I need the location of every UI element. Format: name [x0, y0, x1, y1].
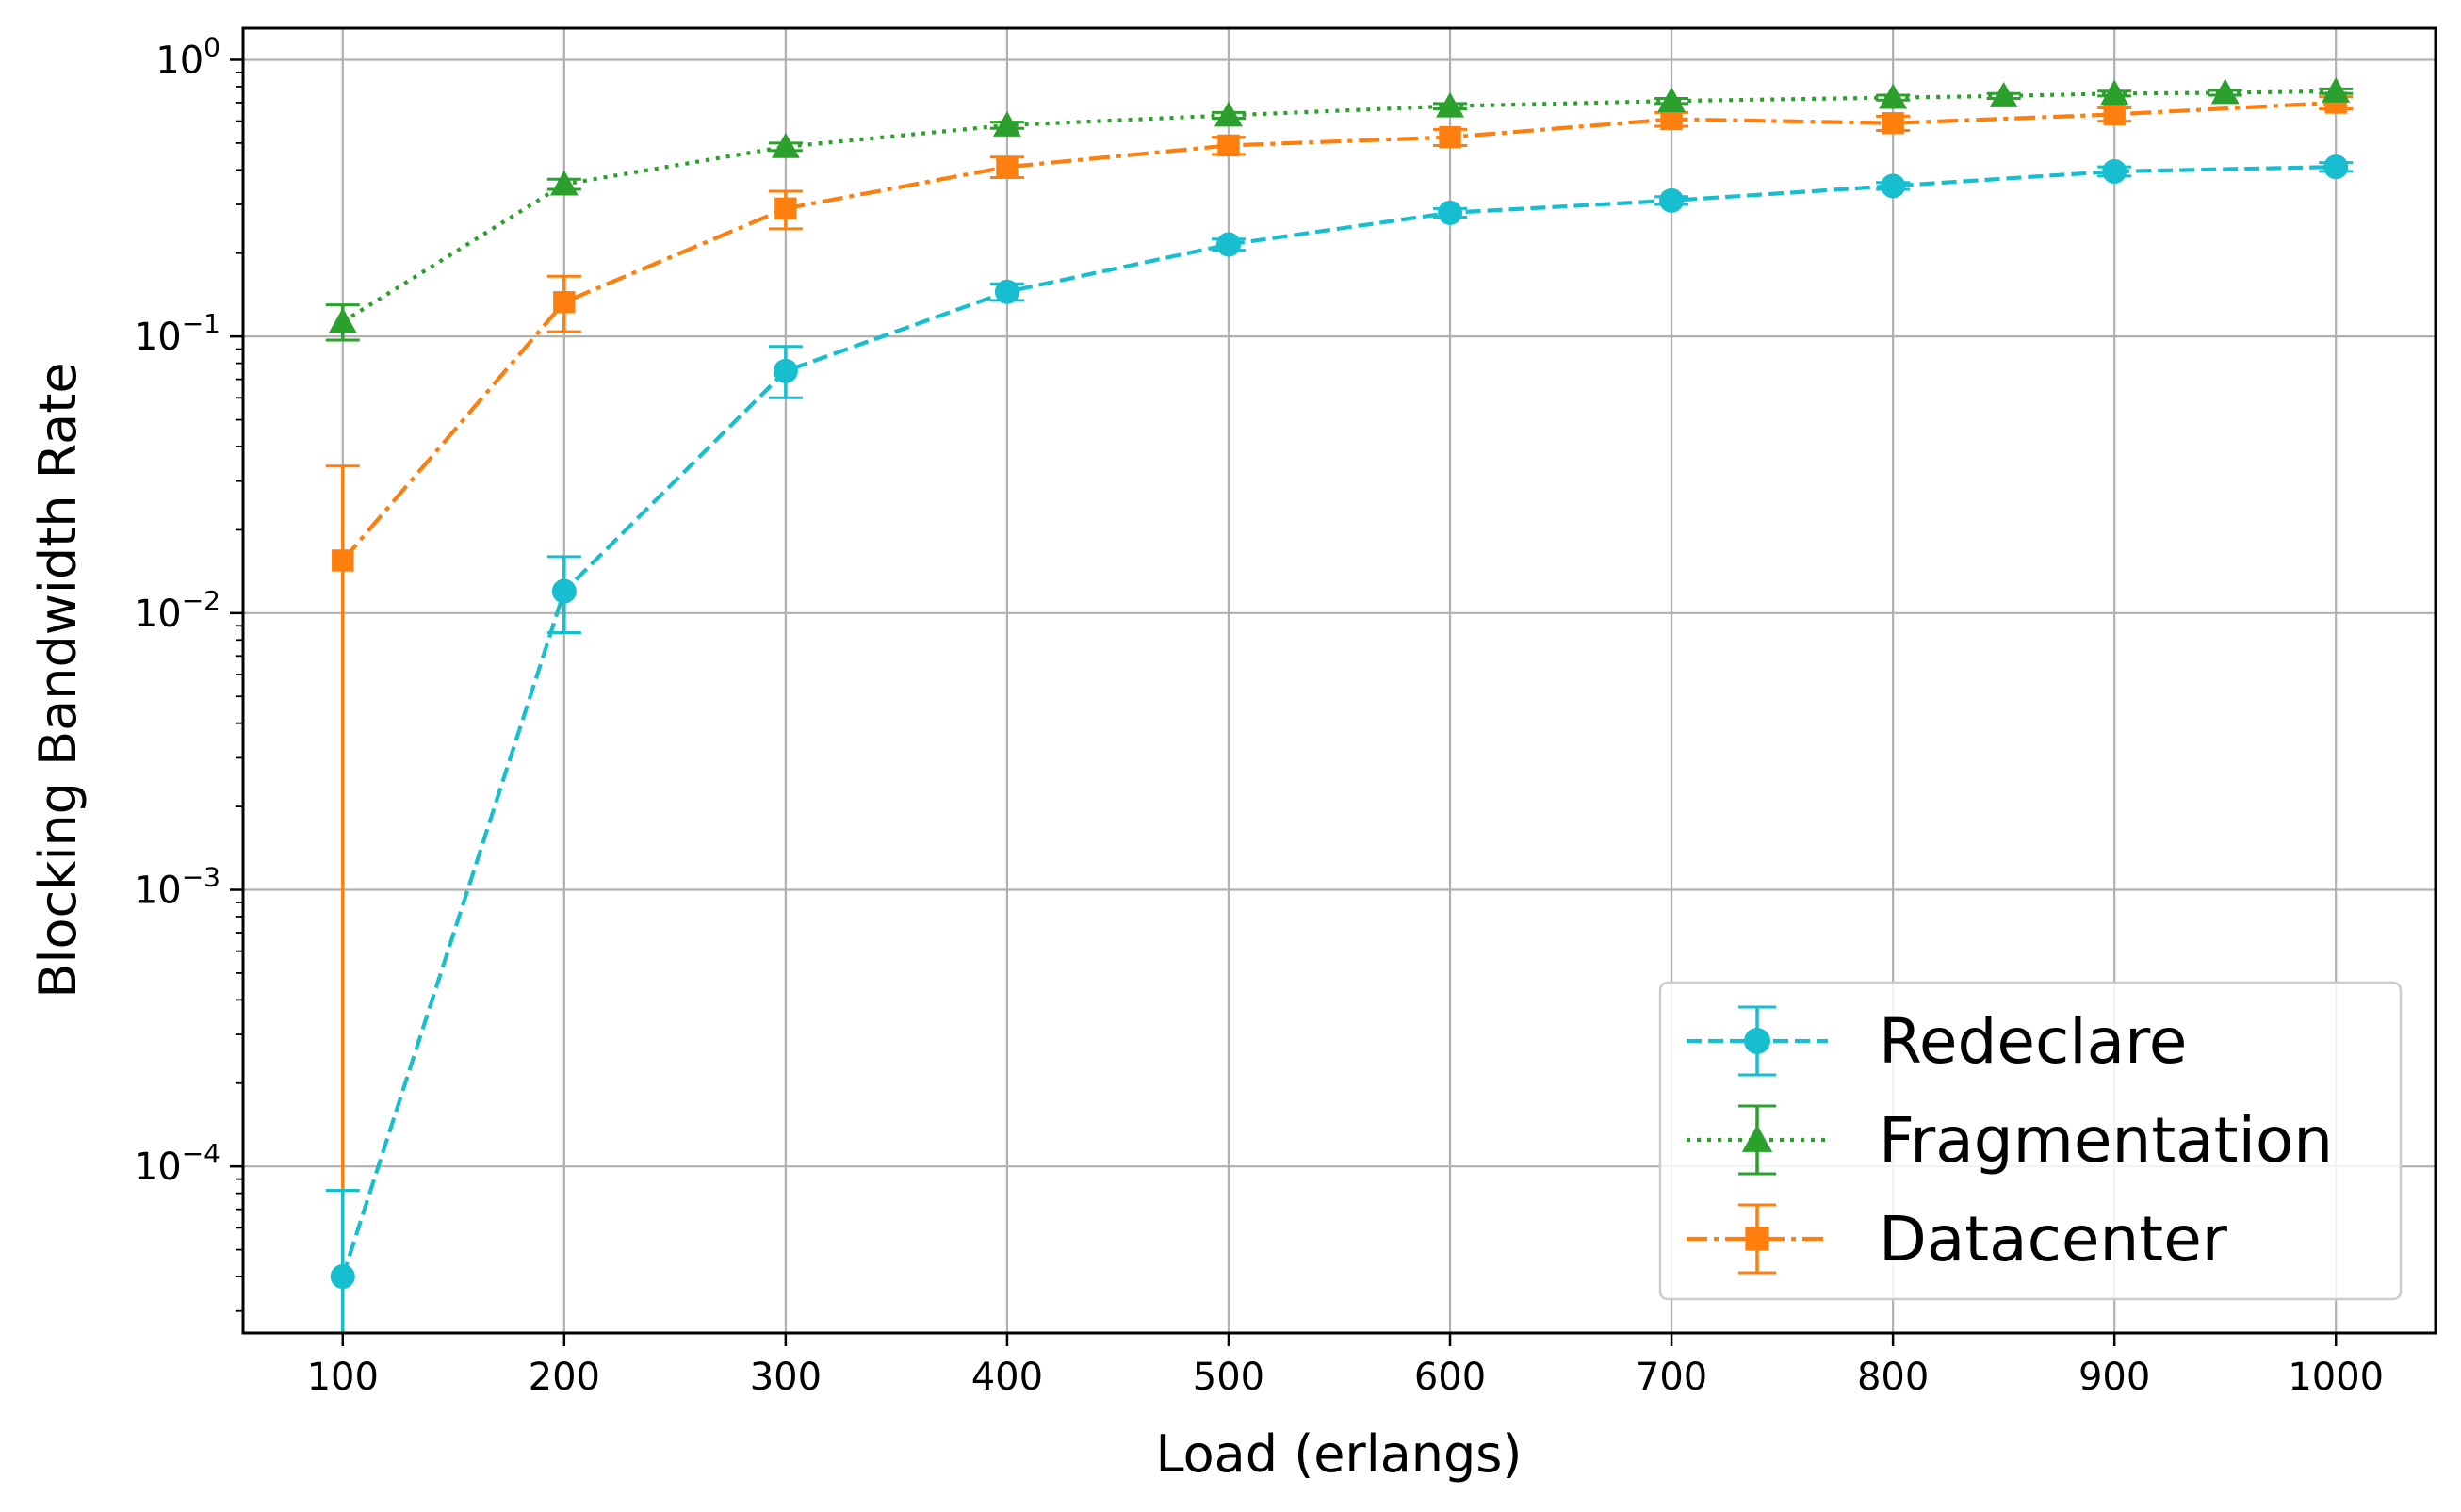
legend-box: [1658, 981, 2403, 1301]
data-point: [332, 549, 354, 572]
data-point: [771, 132, 800, 158]
data-point: [1989, 81, 2018, 107]
data-point: [2100, 79, 2129, 106]
data-point: [1660, 107, 1683, 131]
data-point: [774, 197, 797, 220]
legend-marker: [1744, 1028, 1770, 1054]
legend-marker: [1745, 1227, 1769, 1251]
data-point: [1215, 232, 1241, 257]
series-line: [340, 165, 2337, 1277]
data-point: [330, 1264, 355, 1290]
y-tick-label: 100: [155, 31, 220, 82]
data-point: [1657, 87, 1687, 113]
x-axis-title: Load (erlangs): [1156, 1424, 1523, 1484]
data-point: [1217, 134, 1240, 157]
legend-label: Fragmentation: [1879, 1104, 2333, 1177]
legend: Redeclare Fragmentation Datacenter: [1658, 981, 2403, 1301]
legend-label: Datacenter: [1879, 1203, 2228, 1276]
data-point: [2210, 78, 2240, 105]
x-tick-label: 400: [971, 1356, 1043, 1399]
data-point: [996, 155, 1019, 178]
data-point: [1659, 187, 1685, 213]
series-line: [341, 100, 2337, 562]
plot-area: [325, 76, 2354, 1333]
data-point: [1436, 91, 1464, 118]
legend-entry-datacenter: Datacenter: [1687, 1203, 2228, 1276]
data-point: [1881, 173, 1906, 199]
series-datacenter: [325, 91, 2354, 1333]
x-tick-label: 600: [1414, 1356, 1486, 1399]
axes-frame: [241, 26, 2437, 1335]
data-point: [2103, 103, 2126, 126]
data-point: [1879, 83, 1908, 109]
legend-entry-redeclare: Redeclare: [1687, 1005, 2187, 1078]
data-point: [551, 578, 577, 604]
data-point: [1438, 200, 1463, 225]
axis-ticks: 100 200 300 400 500 600 700 800 900 1000 10−4 10−3 1…: [134, 31, 2384, 1399]
data-point: [328, 307, 357, 333]
y-tick-label: 10−3: [134, 862, 220, 913]
y-tick-label: 10−4: [134, 1138, 220, 1189]
series-fragmentation: [325, 76, 2354, 342]
x-tick-label: 100: [307, 1356, 379, 1399]
data-point: [553, 291, 576, 314]
data-point: [1882, 112, 1904, 135]
data-point: [1214, 101, 1243, 127]
legend-label: Redeclare: [1879, 1005, 2187, 1078]
data-point: [994, 279, 1019, 304]
x-tick-label: 500: [1193, 1356, 1264, 1399]
data-point: [1439, 125, 1461, 149]
x-tick-label: 700: [1636, 1356, 1707, 1399]
y-axis-title: Blocking Bandwidth Rate: [28, 362, 88, 998]
x-tick-label: 200: [529, 1356, 600, 1399]
y-tick-label: 10−2: [134, 585, 220, 636]
x-tick-label: 1000: [2288, 1356, 2384, 1399]
legend-marker: [1741, 1124, 1773, 1152]
data-point: [2322, 76, 2351, 103]
data-point: [2102, 158, 2127, 184]
data-point: [773, 358, 798, 383]
data-point: [549, 170, 579, 196]
data-point: [992, 110, 1021, 137]
x-tick-label: 800: [1857, 1356, 1929, 1399]
y-tick-label: 10−1: [134, 308, 220, 359]
data-point: [2323, 154, 2349, 180]
series-redeclare: [325, 154, 2354, 1333]
x-tick-label: 300: [750, 1356, 822, 1399]
x-tick-label: 900: [2078, 1356, 2150, 1399]
series-line: [341, 89, 2337, 324]
legend-entry-fragmentation: Fragmentation: [1687, 1104, 2333, 1177]
